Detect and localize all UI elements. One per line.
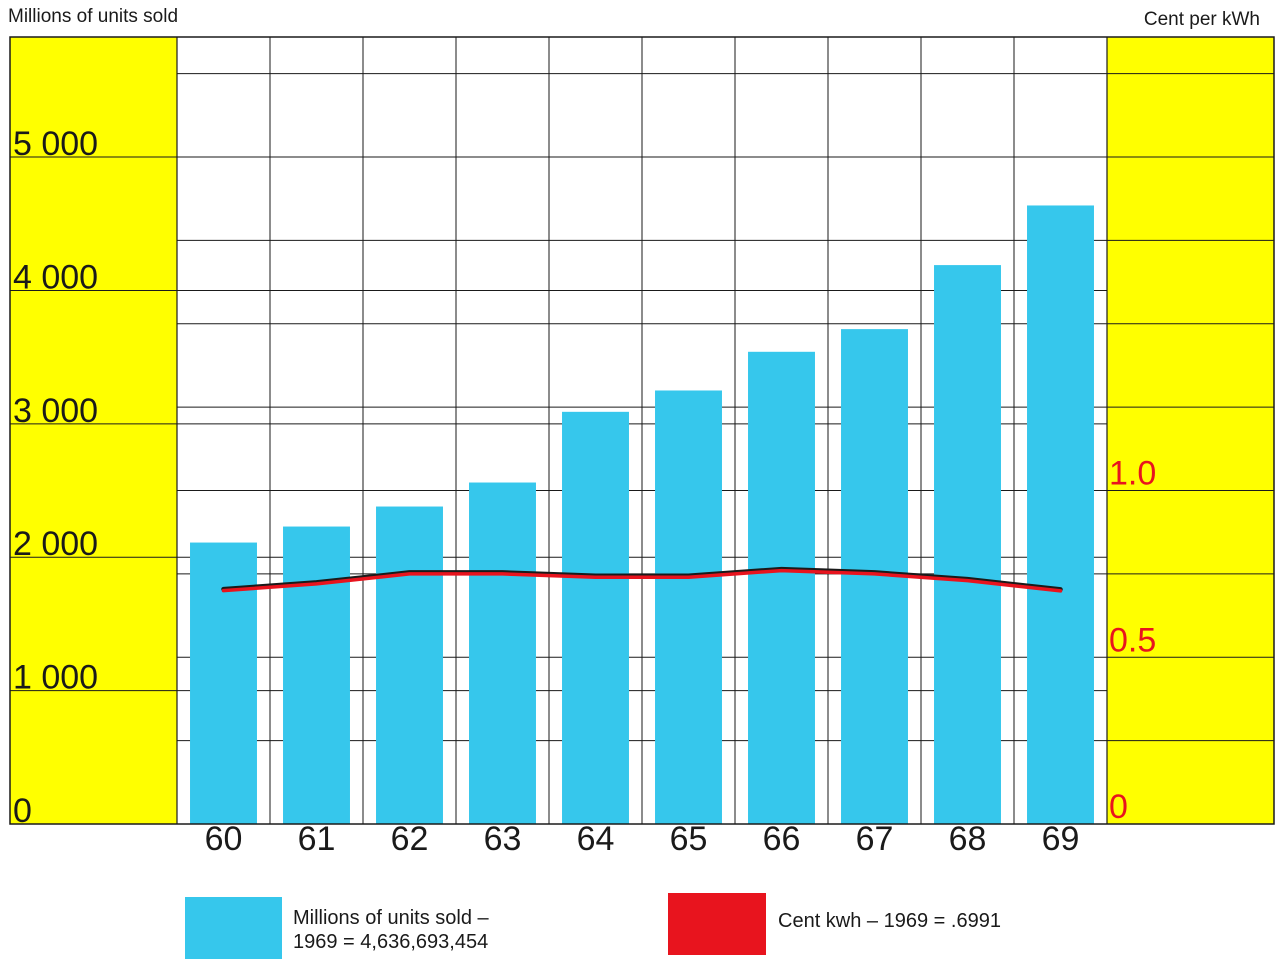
bar (655, 390, 722, 824)
legend: Millions of units sold – 1969 = 4,636,69… (185, 893, 1001, 959)
price-line-series (221, 566, 1063, 593)
x-tick-label: 60 (205, 820, 243, 858)
y-left-tick-label: 1 000 (13, 659, 98, 697)
bar (1027, 205, 1094, 824)
x-tick-label: 63 (484, 820, 522, 858)
legend-label-price: Cent kwh – 1969 = .6991 (778, 910, 1001, 932)
x-tick-label: 66 (763, 820, 801, 858)
legend-label-units-line2: 1969 = 4,636,693,454 (293, 931, 488, 953)
bar (376, 506, 443, 824)
y-left-tick-label: 5 000 (13, 125, 98, 163)
x-tick-label: 69 (1042, 820, 1080, 858)
x-tick-label: 65 (670, 820, 708, 858)
y-right-tick-label: 0 (1109, 788, 1128, 826)
bar-series (190, 205, 1094, 824)
tick-labels: 0 1 000 2 000 3 000 4 000 5 000 0 0.5 1.0 60 61 62 6… (13, 125, 1156, 858)
y-left-tick-label: 2 000 (13, 525, 98, 563)
bar (283, 526, 350, 824)
left-axis-title: Millions of units sold (8, 6, 178, 27)
left-axis-panel (10, 37, 177, 824)
right-axis-title: Cent per kWh (1144, 9, 1260, 30)
y-left-tick-label: 3 000 (13, 392, 98, 430)
legend-swatch-price (668, 893, 766, 955)
bar (748, 351, 815, 824)
price-line (221, 568, 1063, 593)
y-right-tick-label: 1.0 (1109, 455, 1156, 493)
x-tick-label: 62 (391, 820, 429, 858)
bar (469, 482, 536, 824)
x-tick-label: 64 (577, 820, 615, 858)
y-left-tick-label: 4 000 (13, 258, 98, 296)
x-tick-label: 67 (856, 820, 894, 858)
legend-swatch-units (185, 897, 282, 959)
y-left-tick-label: 0 (13, 792, 32, 830)
bar (562, 411, 629, 824)
right-axis-panel (1107, 37, 1274, 824)
x-tick-label: 68 (949, 820, 987, 858)
plot-frame (9, 36, 1275, 825)
x-tick-label: 61 (298, 820, 336, 858)
y-right-tick-label: 0.5 (1109, 621, 1156, 659)
legend-label-units-line1: Millions of units sold – (293, 907, 490, 929)
bar (190, 542, 257, 824)
bar (934, 265, 1001, 824)
